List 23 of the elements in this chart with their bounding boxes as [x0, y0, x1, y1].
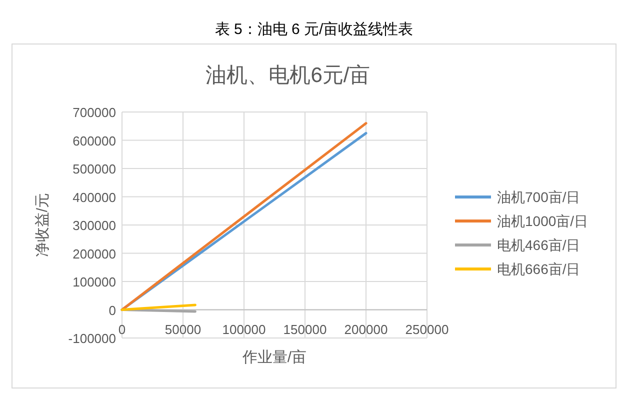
y-tick-label: 500000	[72, 162, 116, 176]
legend-label: 油机700亩/日	[497, 189, 580, 205]
chart-title: 表 5：油电 6 元/亩收益线性表	[214, 21, 414, 38]
y-tick-label: 600000	[72, 133, 116, 148]
y-tick-label: 400000	[72, 190, 116, 205]
x-axis-title: 作业量/亩	[241, 349, 307, 366]
legend-label: 电机666亩/日	[497, 261, 580, 277]
x-tick-label: 0	[118, 322, 126, 337]
x-tick-label: 50000	[164, 322, 202, 337]
y-tick-label: 200000	[72, 246, 116, 262]
y-tick-label: 300000	[72, 218, 116, 233]
x-tick-label: 100000	[222, 322, 266, 337]
y-tick-label: -100000	[68, 331, 116, 346]
y-tick-label: 0	[108, 302, 116, 318]
y-tick-label: 700000	[72, 105, 116, 120]
x-tick-label: 200000	[344, 322, 388, 337]
x-tick-label: 250000	[405, 322, 449, 337]
y-tick-label: 100000	[72, 274, 116, 290]
chart-subtitle: 油机、电机6元/亩	[206, 64, 370, 87]
legend-label: 油机1000亩/日	[497, 213, 588, 229]
legend-label: 电机466亩/日	[497, 237, 580, 253]
x-tick-label: 150000	[283, 322, 327, 337]
y-axis-title: 净收益/元	[34, 192, 51, 258]
